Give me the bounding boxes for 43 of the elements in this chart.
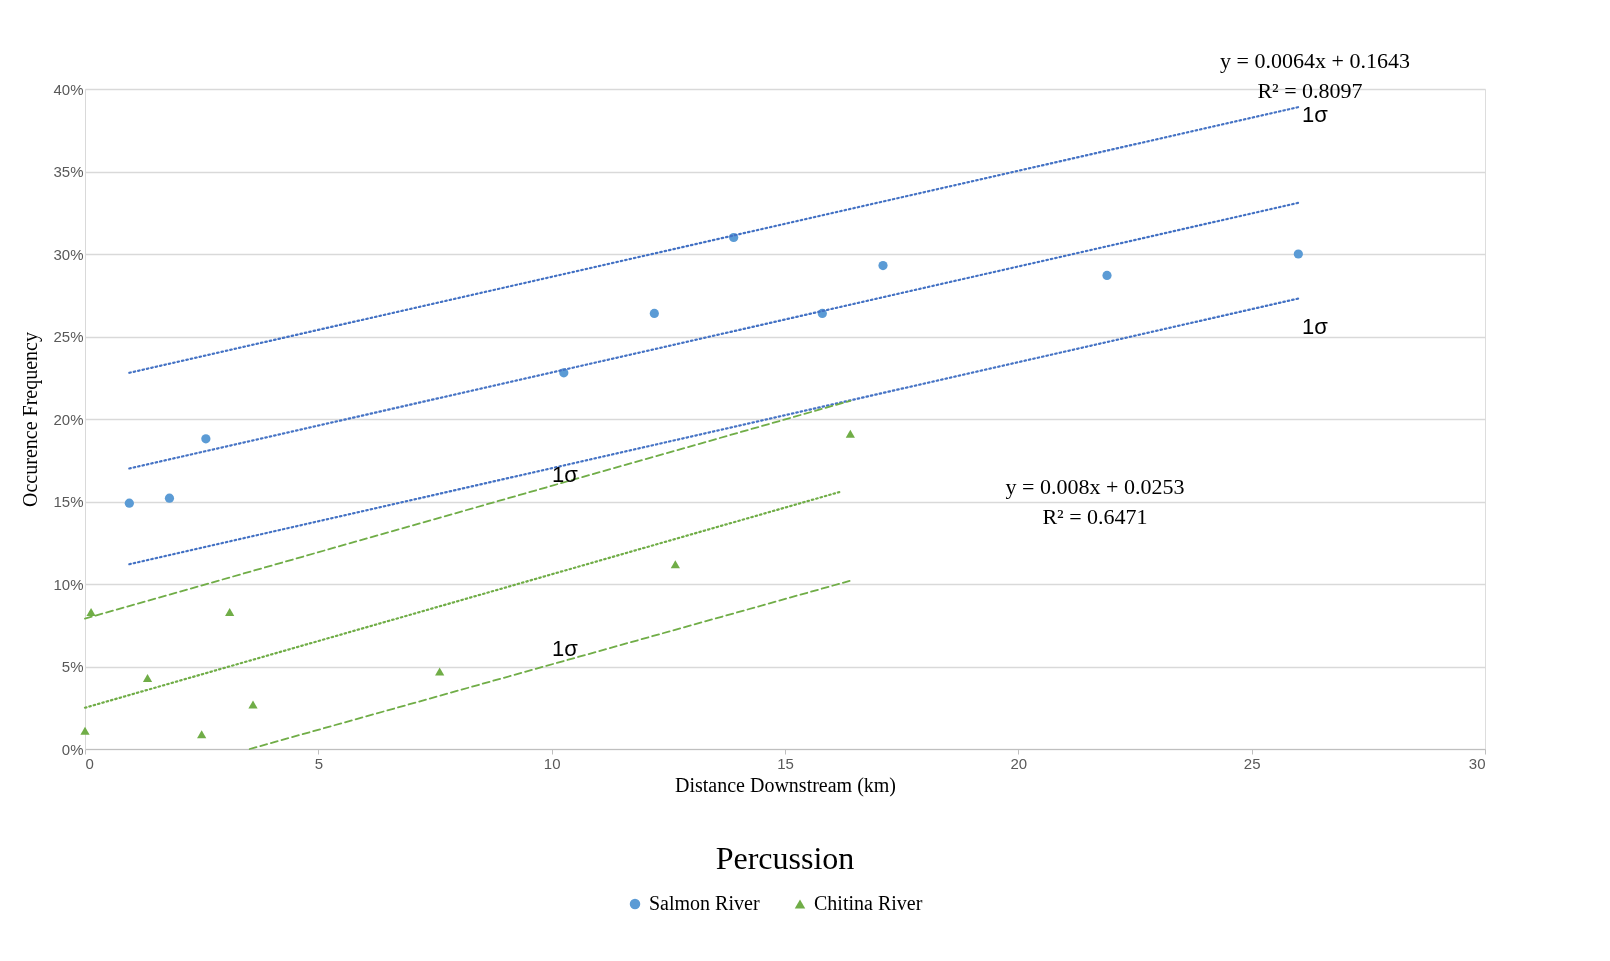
x-tick-label: 15 bbox=[777, 754, 794, 772]
point bbox=[164, 493, 175, 503]
x-tick-label: 10 bbox=[543, 754, 561, 772]
y-tick-label: 0% bbox=[61, 740, 84, 758]
annotation: y = 0.008x + 0.0253 bbox=[1005, 474, 1185, 499]
y-tick-label: 30% bbox=[53, 245, 84, 263]
point bbox=[225, 608, 235, 617]
annotation: 1σ bbox=[552, 636, 579, 661]
text: Percussion bbox=[715, 840, 855, 876]
point bbox=[1293, 249, 1303, 259]
y-axis-title: Occurence Frequency bbox=[19, 332, 43, 507]
annotation: 1σ bbox=[552, 462, 579, 487]
x-tick-label: 25 bbox=[1243, 754, 1261, 772]
point bbox=[86, 608, 96, 617]
y-tick-label: 35% bbox=[53, 163, 84, 180]
point bbox=[201, 434, 211, 444]
point bbox=[197, 730, 207, 739]
y-tick-label: 15% bbox=[53, 493, 84, 510]
text: y = 0.0064x + 0.1643 bbox=[1220, 48, 1410, 73]
annotation: R² = 0.6471 bbox=[1042, 504, 1148, 529]
x-tick-label: 5 bbox=[314, 754, 324, 772]
point bbox=[649, 308, 659, 318]
y-tick-label: 40% bbox=[53, 80, 84, 98]
annotation: 1σ bbox=[1302, 314, 1329, 339]
point bbox=[142, 674, 153, 683]
point bbox=[124, 498, 134, 508]
x-tick-label: 30 bbox=[1468, 754, 1486, 772]
y-tick-label: 20% bbox=[53, 410, 84, 428]
point bbox=[670, 560, 680, 569]
point bbox=[80, 726, 90, 735]
y-tick-label: 5% bbox=[61, 658, 84, 675]
y-tick-label: 25% bbox=[53, 328, 84, 345]
y-tick-label: 10% bbox=[53, 575, 84, 593]
legend-label: Chitina River bbox=[814, 892, 923, 914]
point bbox=[1102, 270, 1112, 281]
legend-label: Salmon River bbox=[649, 892, 760, 914]
annotation: 1σ bbox=[1302, 102, 1329, 127]
point bbox=[878, 260, 888, 271]
x-tick-label: 0 bbox=[85, 754, 94, 772]
x-tick-label: 20 bbox=[1010, 754, 1028, 772]
point bbox=[845, 429, 855, 438]
x-axis-title: Distance Downstream (km) bbox=[674, 773, 897, 797]
annotation: R² = 0.8097 bbox=[1257, 78, 1363, 103]
